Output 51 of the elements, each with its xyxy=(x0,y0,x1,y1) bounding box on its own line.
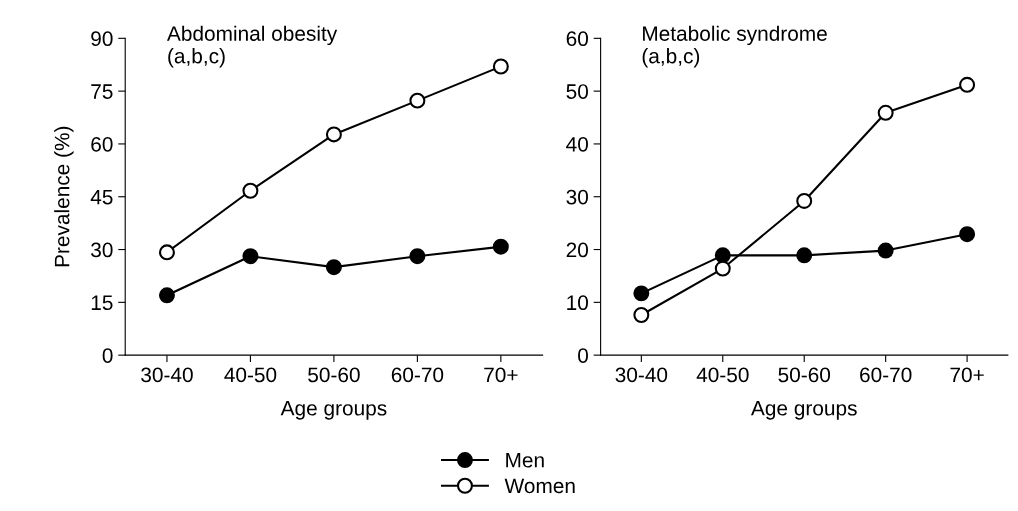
x-tick-label: 40-50 xyxy=(224,367,277,383)
y-tick-label: 75 xyxy=(91,84,113,99)
y-tick-label: 60 xyxy=(91,136,113,152)
point xyxy=(796,247,813,264)
x-tick-label: 60-70 xyxy=(391,367,444,383)
point xyxy=(877,242,894,259)
point xyxy=(714,260,731,277)
y-axis-title: Prevalence (%) xyxy=(54,126,74,267)
point xyxy=(959,76,976,93)
y-tick-label: 15 xyxy=(91,295,113,311)
point xyxy=(714,247,731,264)
x-axis-title: Age groups xyxy=(750,401,857,420)
x-tick-label: 70+ xyxy=(484,367,518,383)
legend-label: Women xyxy=(504,478,575,494)
point xyxy=(633,285,650,302)
point xyxy=(633,307,650,323)
point xyxy=(409,248,426,265)
x-tick-label: 40-50 xyxy=(696,367,749,383)
x-tick-label: 50-60 xyxy=(308,367,360,383)
point xyxy=(959,226,976,243)
point xyxy=(325,126,342,143)
legend-label: Men xyxy=(506,453,544,468)
y-tick-label: 0 xyxy=(102,348,113,363)
y-tick-label: 10 xyxy=(567,295,588,311)
x-axis-title: Age groups xyxy=(280,401,387,420)
y-tick-label: 30 xyxy=(91,242,113,258)
x-tick-label: 50-60 xyxy=(778,367,831,383)
y-tick-label: 90 xyxy=(91,31,113,47)
x-tick-label: 30-40 xyxy=(615,367,668,383)
y-tick-label: 0 xyxy=(578,348,588,363)
x-tick-label: 60-70 xyxy=(860,367,912,383)
y-tick-label: 50 xyxy=(566,84,588,99)
point xyxy=(158,244,175,261)
point xyxy=(796,192,813,209)
point xyxy=(325,259,342,276)
x-tick-label: 70+ xyxy=(950,367,984,383)
y-tick-label: 60 xyxy=(566,31,588,47)
y-tick-label: 40 xyxy=(566,136,588,152)
point xyxy=(242,248,259,265)
chart-title: Metabolic syndrome (a,b,c) xyxy=(642,25,827,68)
point xyxy=(492,238,509,255)
chart-title: Abdominal obesity (a,b,c) xyxy=(166,25,338,68)
point xyxy=(242,182,259,199)
y-tick-label: 30 xyxy=(566,189,588,205)
y-tick-label: 20 xyxy=(566,242,588,258)
point xyxy=(158,287,175,304)
y-tick-label: 45 xyxy=(90,189,113,205)
point xyxy=(877,104,894,121)
x-tick-label: 30-40 xyxy=(141,367,193,383)
point xyxy=(492,58,509,75)
point xyxy=(409,92,426,109)
